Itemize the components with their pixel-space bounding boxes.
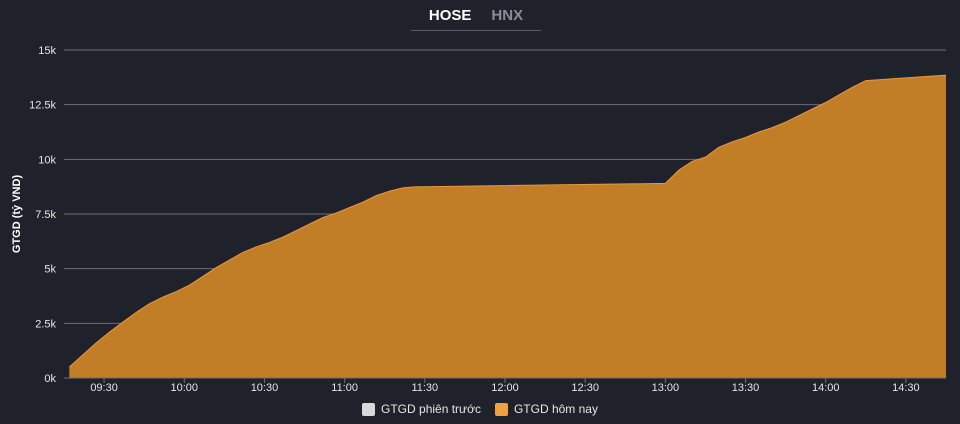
y-tick-label: 7.5k: [35, 209, 56, 221]
exchange-tabs: HOSE HNX: [411, 0, 541, 31]
x-tick-label: 12:00: [491, 382, 519, 394]
x-tick-label: 13:30: [732, 382, 760, 394]
trading-value-chart: 0k 2.5k 5k 7.5k 10k 12.5k 15k 09:30 10:00 10:30 11…: [11, 45, 947, 394]
x-tick-label: 10:00: [171, 382, 199, 394]
x-tick-label: 14:00: [812, 382, 840, 394]
series-area-today: [69, 75, 947, 378]
x-tick-label: 11:30: [411, 382, 438, 394]
x-tick-label: 14:30: [892, 382, 920, 394]
x-tick-label: 09:30: [90, 382, 118, 394]
legend-label-previous: GTGD phiên trước: [381, 402, 481, 416]
chart-legend: GTGD phiên trước GTGD hôm nay: [0, 402, 960, 416]
x-tick-label: 13:00: [652, 382, 680, 394]
legend-item-previous-session[interactable]: GTGD phiên trước: [362, 402, 481, 416]
legend-item-today[interactable]: GTGD hôm nay: [494, 402, 598, 416]
y-axis-label: GTGD (tỷ VND): [11, 175, 23, 254]
y-tick-label: 15k: [38, 45, 56, 57]
legend-swatch-today: [494, 402, 508, 416]
x-tick-label: 12:30: [571, 382, 599, 394]
x-tick-label: 11:00: [331, 382, 358, 394]
x-tick-label: 10:30: [251, 382, 279, 394]
legend-label-today: GTGD hôm nay: [513, 402, 598, 416]
tab-hnx[interactable]: HNX: [491, 7, 524, 24]
y-tick-label: 5k: [44, 264, 56, 276]
legend-swatch-previous: [362, 402, 376, 416]
series-line-today: [68, 74, 947, 368]
y-tick-label: 2.5k: [35, 318, 56, 330]
y-tick-label: 0k: [44, 373, 56, 385]
y-tick-label: 10k: [38, 154, 56, 166]
tab-hose[interactable]: HOSE: [428, 7, 472, 24]
y-tick-label: 12.5k: [29, 100, 56, 112]
